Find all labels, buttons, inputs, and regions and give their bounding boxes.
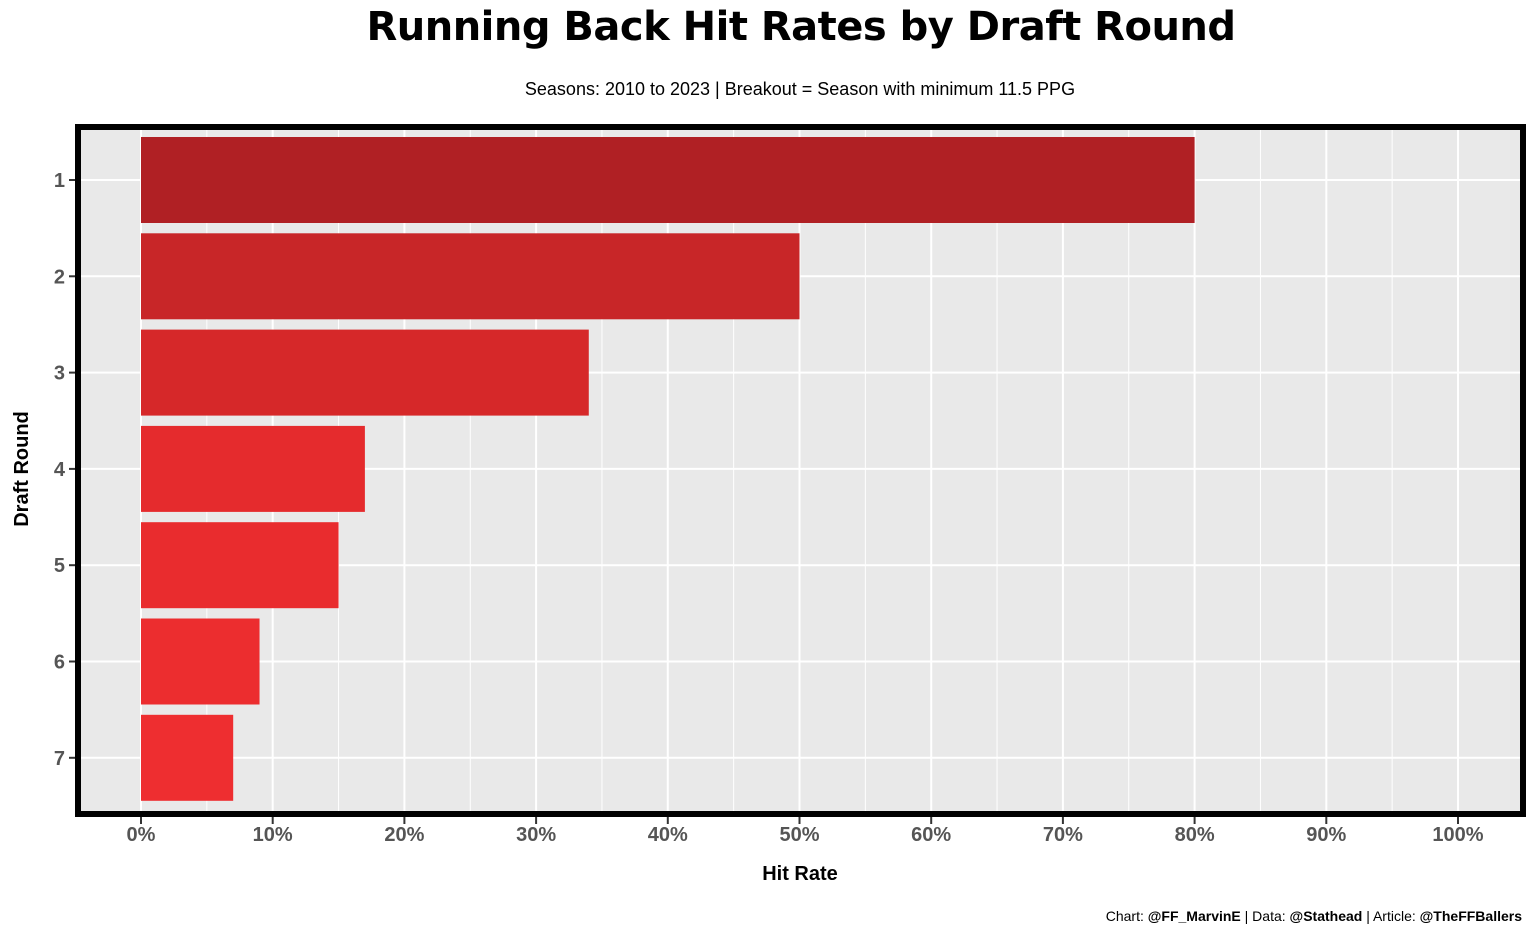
plot-border [75,124,1526,817]
y-tick-label: 6 [54,652,65,674]
caption-article-prefix: | Article: [1362,908,1420,924]
chart-caption: Chart: @FF_MarvinE | Data: @Stathead | A… [1106,908,1522,924]
y-tick-label: 1 [54,170,65,192]
x-axis-label: Hit Rate [762,863,838,885]
y-tick-label: 5 [54,555,65,577]
x-tick-label: 90% [1306,824,1346,846]
bar-round-4 [141,425,365,512]
x-tick-label: 70% [1043,824,1083,846]
y-axis-label: Draft Round [11,411,33,527]
bars [141,137,1195,801]
bar-round-3 [141,329,589,416]
bar-round-5 [141,522,339,609]
y-tick-label: 3 [54,363,65,385]
bar-round-7 [141,714,234,801]
y-tick-label: 2 [54,266,65,288]
x-tick-label: 20% [384,824,424,846]
caption-article-handle: @TheFFBallers [1419,908,1522,924]
y-tick-label: 4 [54,459,66,481]
x-tick-label: 100% [1432,824,1483,846]
bar-round-2 [141,233,800,320]
x-tick-label: 10% [253,824,293,846]
caption-chart-prefix: Chart: [1105,908,1148,924]
x-tick-label: 30% [516,824,556,846]
caption-data-prefix: | Data: [1240,908,1290,924]
chart-title: Running Back Hit Rates by Draft Round [366,4,1236,50]
x-tick-label: 50% [779,824,819,846]
bar-round-1 [141,137,1195,223]
chart-subtitle: Seasons: 2010 to 2023 | Breakout = Seaso… [524,79,1076,99]
caption-data-handle: @Stathead [1289,908,1363,924]
x-tick-label: 60% [911,824,951,846]
caption-chart-handle: @FF_MarvinE [1147,908,1241,924]
bar-round-6 [141,618,260,705]
x-tick-label: 0% [127,824,156,846]
y-axis: 1 2 3 4 5 6 7 [54,170,75,770]
x-axis: 0% 10% 20% 30% 40% 50% 60% 70% 80% 90% 100% [127,817,1484,846]
x-tick-label: 80% [1175,824,1215,846]
y-tick-label: 7 [54,748,65,770]
x-tick-label: 40% [648,824,688,846]
